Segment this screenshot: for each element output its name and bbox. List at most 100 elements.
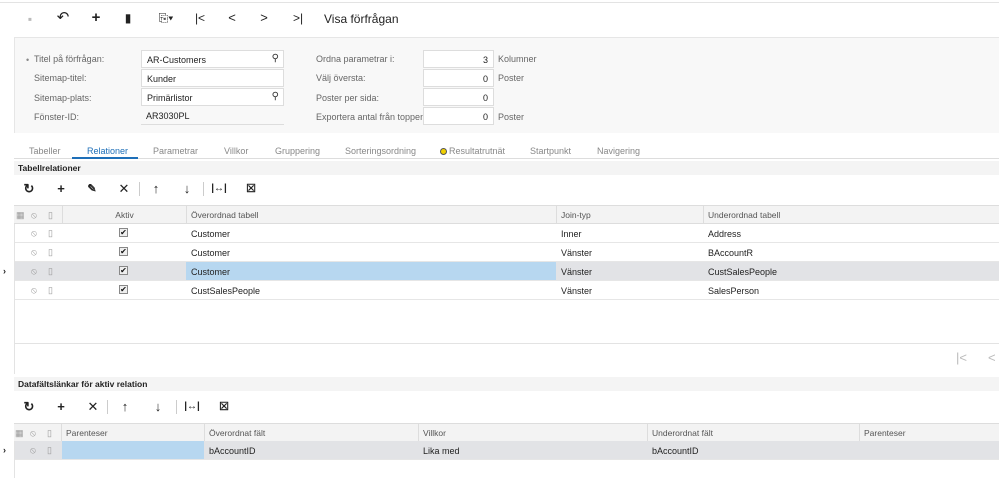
fit-columns-icon[interactable]: |↔| bbox=[184, 401, 200, 412]
tab-sort-order[interactable]: Sorteringsordning bbox=[345, 146, 417, 156]
grid-border bbox=[14, 441, 15, 478]
pager-first-icon[interactable]: |< bbox=[956, 350, 967, 365]
table-row[interactable]: ⦸ ▯ ✔ Customer Inner Address bbox=[14, 224, 999, 243]
child-table-cell[interactable]: BAccountR bbox=[708, 248, 754, 258]
tab-parameters[interactable]: Parametrar bbox=[153, 146, 199, 156]
delete-row-icon[interactable]: ✕ bbox=[118, 181, 130, 196]
last-record-icon[interactable]: >| bbox=[292, 11, 304, 25]
screen-id-value: AR3030PL bbox=[141, 107, 284, 125]
note-icon[interactable]: ▯ bbox=[47, 445, 52, 455]
parent-table-cell[interactable]: Customer bbox=[191, 229, 231, 239]
parent-table-cell[interactable]: Customer bbox=[191, 248, 231, 258]
sitemap-location-label: Sitemap-plats: bbox=[34, 93, 92, 103]
sitemap-title-input[interactable]: Kunder bbox=[141, 69, 284, 87]
move-up-icon[interactable]: ↑ bbox=[152, 181, 160, 196]
previous-record-icon[interactable]: < bbox=[228, 10, 236, 25]
note-icon[interactable]: ▯ bbox=[48, 228, 53, 238]
join-type-cell[interactable]: Vänster bbox=[561, 286, 593, 296]
parent-table-cell[interactable]: Customer bbox=[186, 262, 556, 280]
undo-icon[interactable]: ↶ bbox=[56, 9, 70, 26]
join-type-cell[interactable]: Vänster bbox=[561, 248, 593, 258]
export-excel-icon[interactable]: ☒ bbox=[219, 401, 229, 413]
copy-paste-icon[interactable]: ⎘▾ bbox=[158, 11, 174, 25]
tab-conditions[interactable]: Villkor bbox=[224, 146, 249, 156]
current-row-indicator-icon: › bbox=[3, 266, 6, 276]
refresh-icon[interactable]: ↻ bbox=[23, 181, 35, 196]
table-row[interactable]: ⦸ ▯ ✔ CustSalesPeople Vänster SalesPerso… bbox=[14, 281, 999, 300]
condition-cell[interactable]: Lika med bbox=[423, 446, 460, 456]
search-icon[interactable]: ⚲ bbox=[271, 91, 279, 102]
child-table-cell[interactable]: CustSalesPeople bbox=[708, 267, 778, 277]
table-row[interactable]: › ⦸ ▯ ✔ Customer Vänster CustSalesPeople bbox=[3, 262, 999, 281]
pager-previous-icon[interactable]: < bbox=[988, 350, 996, 365]
child-table-cell[interactable]: SalesPerson bbox=[708, 286, 760, 296]
tab-grouping[interactable]: Gruppering bbox=[275, 146, 321, 156]
active-checkbox[interactable]: ✔ bbox=[119, 285, 128, 294]
column-child-field[interactable]: Underordnat fält bbox=[647, 424, 859, 441]
delete-row-icon[interactable]: ✕ bbox=[87, 399, 99, 414]
attachment-icon[interactable]: ⦸ bbox=[31, 247, 37, 257]
fit-columns-icon[interactable]: |↔| bbox=[211, 183, 227, 194]
column-parent-field[interactable]: Överordnat fält bbox=[204, 424, 418, 441]
attachment-icon: ⦸ bbox=[30, 428, 36, 438]
column-open-parentheses[interactable]: Parenteser bbox=[61, 424, 204, 441]
select-top-unit: Poster bbox=[498, 73, 525, 83]
move-down-icon[interactable]: ↓ bbox=[183, 181, 191, 196]
table-row[interactable]: ⦸ ▯ ✔ Customer Vänster BAccountR bbox=[14, 243, 999, 262]
title-input[interactable]: AR-Customers ⚲ bbox=[141, 50, 284, 68]
sitemap-location-input[interactable]: Primärlistor ⚲ bbox=[141, 88, 284, 106]
next-record-icon[interactable]: > bbox=[260, 10, 268, 25]
tab-result-grid[interactable]: Resultatrutnät bbox=[440, 146, 505, 156]
column-condition[interactable]: Villkor bbox=[418, 424, 647, 441]
attachment-icon[interactable]: ⦸ bbox=[31, 285, 37, 295]
grid-settings-icon[interactable]: ▦ bbox=[15, 428, 24, 438]
note-icon[interactable]: ▯ bbox=[48, 285, 53, 295]
tab-entry-point[interactable]: Startpunkt bbox=[530, 146, 572, 156]
child-field-cell[interactable]: bAccountID bbox=[652, 446, 699, 456]
note-icon[interactable]: ▯ bbox=[48, 247, 53, 257]
grid-settings-icon[interactable]: ▦ bbox=[16, 210, 25, 220]
attachment-icon[interactable]: ⦸ bbox=[31, 266, 37, 276]
add-icon[interactable]: + bbox=[91, 9, 101, 26]
join-type-cell[interactable]: Inner bbox=[561, 229, 582, 239]
per-page-input[interactable]: 0 bbox=[423, 88, 494, 106]
active-checkbox[interactable]: ✔ bbox=[119, 266, 128, 275]
column-close-parentheses[interactable]: Parenteser bbox=[859, 424, 999, 441]
export-label: Exportera antal från toppen: bbox=[316, 112, 428, 122]
note-icon[interactable]: ▯ bbox=[48, 266, 53, 276]
column-parent-table[interactable]: Överordnad tabell bbox=[186, 206, 556, 223]
edit-icon[interactable]: ✎ bbox=[87, 183, 97, 195]
column-join-type[interactable]: Join-typ bbox=[556, 206, 703, 223]
column-child-table[interactable]: Underordnad tabell bbox=[703, 206, 999, 223]
arrange-input[interactable]: 3 bbox=[423, 50, 494, 68]
parent-table-cell[interactable]: CustSalesPeople bbox=[191, 286, 261, 296]
export-excel-icon[interactable]: ☒ bbox=[246, 183, 256, 195]
links-grid-header: ▦ ⦸ ▯ Parenteser Överordnat fält Villkor… bbox=[14, 423, 999, 442]
select-top-input[interactable]: 0 bbox=[423, 69, 494, 87]
move-down-icon[interactable]: ↓ bbox=[154, 399, 162, 414]
active-checkbox[interactable]: ✔ bbox=[119, 247, 128, 256]
add-row-icon[interactable]: + bbox=[57, 181, 65, 196]
export-input[interactable]: 0 bbox=[423, 107, 494, 125]
parent-field-cell[interactable]: bAccountID bbox=[209, 446, 256, 456]
active-checkbox[interactable]: ✔ bbox=[119, 228, 128, 237]
open-parentheses-cell[interactable] bbox=[62, 441, 204, 459]
column-active[interactable]: Aktiv bbox=[62, 206, 186, 223]
attachment-icon[interactable]: ⦸ bbox=[30, 445, 36, 455]
move-up-icon[interactable]: ↑ bbox=[121, 399, 129, 414]
tab-tables[interactable]: Tabeller bbox=[29, 146, 61, 156]
refresh-icon[interactable]: ↻ bbox=[23, 399, 35, 414]
join-type-cell[interactable]: Vänster bbox=[561, 267, 593, 277]
child-table-cell[interactable]: Address bbox=[708, 229, 742, 239]
table-row[interactable]: › ⦸ ▯ bAccountID Lika med bAccountID bbox=[3, 441, 999, 460]
attachment-icon[interactable]: ⦸ bbox=[31, 228, 37, 238]
tab-relations[interactable]: Relationer bbox=[87, 146, 129, 156]
tab-navigation[interactable]: Navigering bbox=[597, 146, 641, 156]
add-row-icon[interactable]: + bbox=[57, 399, 65, 414]
sitemap-title-label: Sitemap-titel: bbox=[34, 73, 87, 83]
first-record-icon[interactable]: |< bbox=[194, 11, 206, 25]
save-icon[interactable]: ▪ bbox=[27, 12, 33, 26]
close-parentheses-cell[interactable] bbox=[859, 441, 999, 459]
delete-icon[interactable]: ▮ bbox=[124, 11, 132, 25]
search-icon[interactable]: ⚲ bbox=[271, 53, 279, 64]
